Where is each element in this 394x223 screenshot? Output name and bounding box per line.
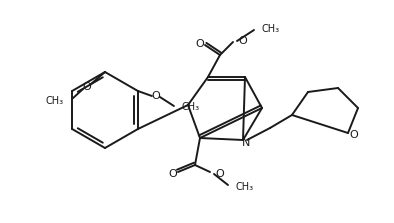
Text: O: O <box>238 36 247 46</box>
Text: O: O <box>196 39 204 49</box>
Text: O: O <box>83 82 91 92</box>
Text: CH₃: CH₃ <box>182 102 200 112</box>
Text: CH₃: CH₃ <box>236 182 254 192</box>
Text: N: N <box>242 138 250 148</box>
Text: O: O <box>349 130 359 140</box>
Text: O: O <box>169 169 177 179</box>
Text: CH₃: CH₃ <box>46 96 64 106</box>
Text: O: O <box>215 169 224 179</box>
Text: O: O <box>152 91 160 101</box>
Text: CH₃: CH₃ <box>262 24 280 34</box>
